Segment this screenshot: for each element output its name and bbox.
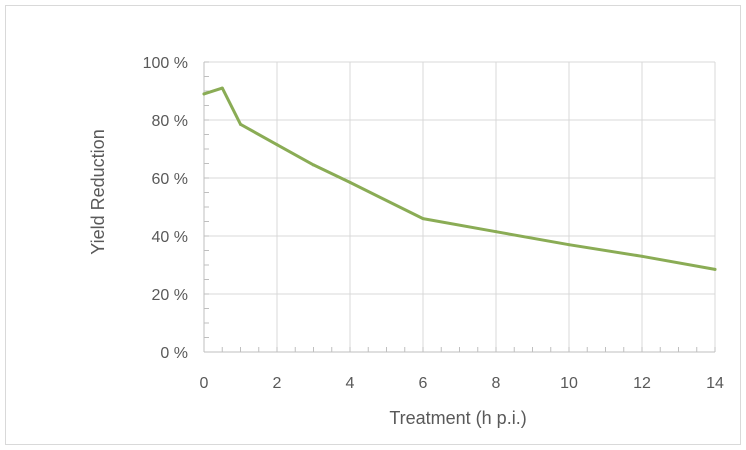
- y-tick-label: 0 %: [160, 345, 188, 362]
- x-tick-label: 6: [419, 375, 428, 392]
- x-tick-label: 0: [200, 375, 209, 392]
- data-point: [348, 180, 352, 184]
- y-tick-label: 80 %: [152, 113, 188, 130]
- data-point: [713, 267, 717, 271]
- chart-frame: 0 % 20 % 40 % 60 % 80 % 100 % 0 2 4 6 8 10 12 14 Trea…: [5, 5, 741, 445]
- data-point: [220, 86, 224, 90]
- line-chart: 0 % 20 % 40 % 60 % 80 % 100 % 0 2 4 6 8 10 12 14 Trea…: [88, 55, 724, 428]
- x-tick-label: 14: [706, 375, 724, 392]
- data-point: [239, 122, 242, 126]
- tick-labels: 0 % 20 % 40 % 60 % 80 % 100 % 0 2 4 6 8 10 12 14: [143, 55, 724, 392]
- data-point: [275, 143, 279, 147]
- series-line: [202, 86, 717, 271]
- y-tick-label: 60 %: [152, 171, 188, 188]
- axes: [203, 61, 716, 353]
- data-point: [640, 254, 644, 258]
- data-point: [202, 92, 206, 96]
- y-axis-title: Yield Reduction: [88, 129, 108, 254]
- y-tick-label: 100 %: [143, 55, 188, 72]
- data-point: [312, 163, 315, 167]
- data-point: [421, 217, 425, 221]
- data-point: [567, 243, 571, 247]
- y-tick-label: 40 %: [152, 229, 188, 246]
- x-tick-label: 10: [560, 375, 578, 392]
- x-tick-label: 8: [492, 375, 501, 392]
- x-tick-label: 12: [633, 375, 651, 392]
- x-tick-label: 2: [273, 375, 282, 392]
- x-axis-title: Treatment (h p.i.): [389, 408, 526, 428]
- series-layer: [202, 86, 717, 271]
- gridlines: [204, 61, 716, 352]
- x-tick-label: 4: [346, 375, 355, 392]
- y-tick-label: 20 %: [152, 287, 188, 304]
- data-point: [494, 230, 498, 234]
